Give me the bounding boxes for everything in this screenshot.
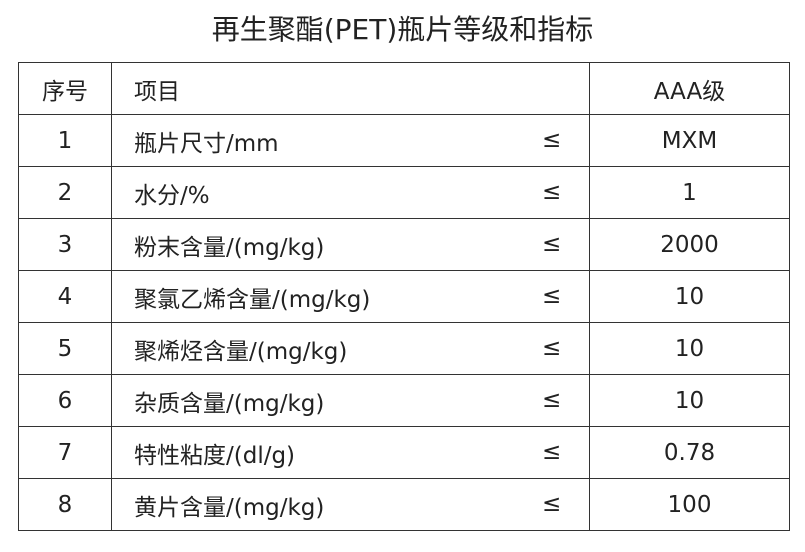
comparator: ≤ [542, 335, 562, 361]
value-cell: 0.78 [589, 426, 790, 479]
value-cell: 10 [589, 374, 790, 427]
title: 再生聚酯(PET)瓶片等级和指标 [211, 13, 594, 46]
index-cell: 1 [18, 114, 112, 167]
item-name: 杂质含量/(mg/kg) [134, 390, 325, 417]
index-cell: 2 [18, 166, 112, 219]
comparator: ≤ [542, 283, 562, 309]
item-name: 瓶片尺寸/mm [134, 130, 279, 157]
item-cell: 聚烯烃含量/(mg/kg) ≤ [111, 322, 590, 375]
comparator: ≤ [542, 231, 562, 257]
row: 6 杂质含量/(mg/kg) ≤10 [18, 374, 790, 427]
row: 7 特性粘度/(dl/g) ≤0.78 [18, 426, 790, 479]
value-cell: 100 [589, 478, 790, 531]
item-name: 黄片含量/(mg/kg) [134, 494, 325, 521]
value-cell: 10 [589, 270, 790, 323]
value-cell: 1 [589, 166, 790, 219]
comparator: ≤ [542, 387, 562, 413]
index-cell: 7 [18, 426, 112, 479]
item-cell: 粉末含量/(mg/kg) ≤ [111, 218, 590, 271]
comparator: ≤ [542, 491, 562, 517]
index-cell: 4 [18, 270, 112, 323]
index-cell: 5 [18, 322, 112, 375]
item-cell: 杂质含量/(mg/kg) ≤ [111, 374, 590, 427]
index-cell: 6 [18, 374, 112, 427]
row: 2 水分/% ≤1 [18, 166, 790, 219]
index-cell: 8 [18, 478, 112, 531]
row: 3 粉末含量/(mg/kg) ≤2000 [18, 218, 790, 271]
comparator: ≤ [542, 127, 562, 153]
item-cell: 聚氯乙烯含量/(mg/kg) ≤ [111, 270, 590, 323]
comparator: ≤ [542, 439, 562, 465]
item-cell: 特性粘度/(dl/g) ≤ [111, 426, 590, 479]
value-cell: 2000 [589, 218, 790, 271]
value-cell: MXM [589, 114, 790, 167]
item-name: 特性粘度/(dl/g) [134, 442, 296, 469]
item-cell: 瓶片尺寸/mm ≤ [111, 114, 590, 167]
header-cell: 项目 [111, 62, 590, 115]
table-body: 序号 项目 AAA级 1 瓶片尺寸/mm ≤ MXM 2 水分/% ≤1 3 粉末含量/(mg/… [18, 62, 790, 531]
item-name: 聚烯烃含量/(mg/kg) [134, 338, 348, 365]
item-cell: 水分/% ≤ [111, 166, 590, 219]
row: 4 聚氯乙烯含量/(mg/kg) ≤10 [18, 270, 790, 323]
index-cell: 3 [18, 218, 112, 271]
row: 8 黄片含量/(mg/kg) ≤100 [18, 478, 790, 531]
grade-table: 序号 项目 AAA级 1 瓶片尺寸/mm ≤ MXM 2 水分/% ≤1 3 粉末含量/(mg/… [18, 62, 790, 531]
row: 1 瓶片尺寸/mm ≤ MXM [18, 114, 790, 167]
item-name: 聚氯乙烯含量/(mg/kg) [134, 286, 371, 313]
header-row: 序号 项目 AAA级 [18, 62, 790, 115]
value-cell: 10 [589, 322, 790, 375]
comparator: ≤ [542, 179, 562, 205]
item-cell: 黄片含量/(mg/kg) ≤ [111, 478, 590, 531]
header-cell: AAA级 [589, 62, 790, 115]
item-name: 粉末含量/(mg/kg) [134, 234, 325, 261]
item-name: 水分/% [134, 182, 210, 209]
header-cell: 序号 [18, 62, 112, 115]
row: 5 聚烯烃含量/(mg/kg) ≤10 [18, 322, 790, 375]
